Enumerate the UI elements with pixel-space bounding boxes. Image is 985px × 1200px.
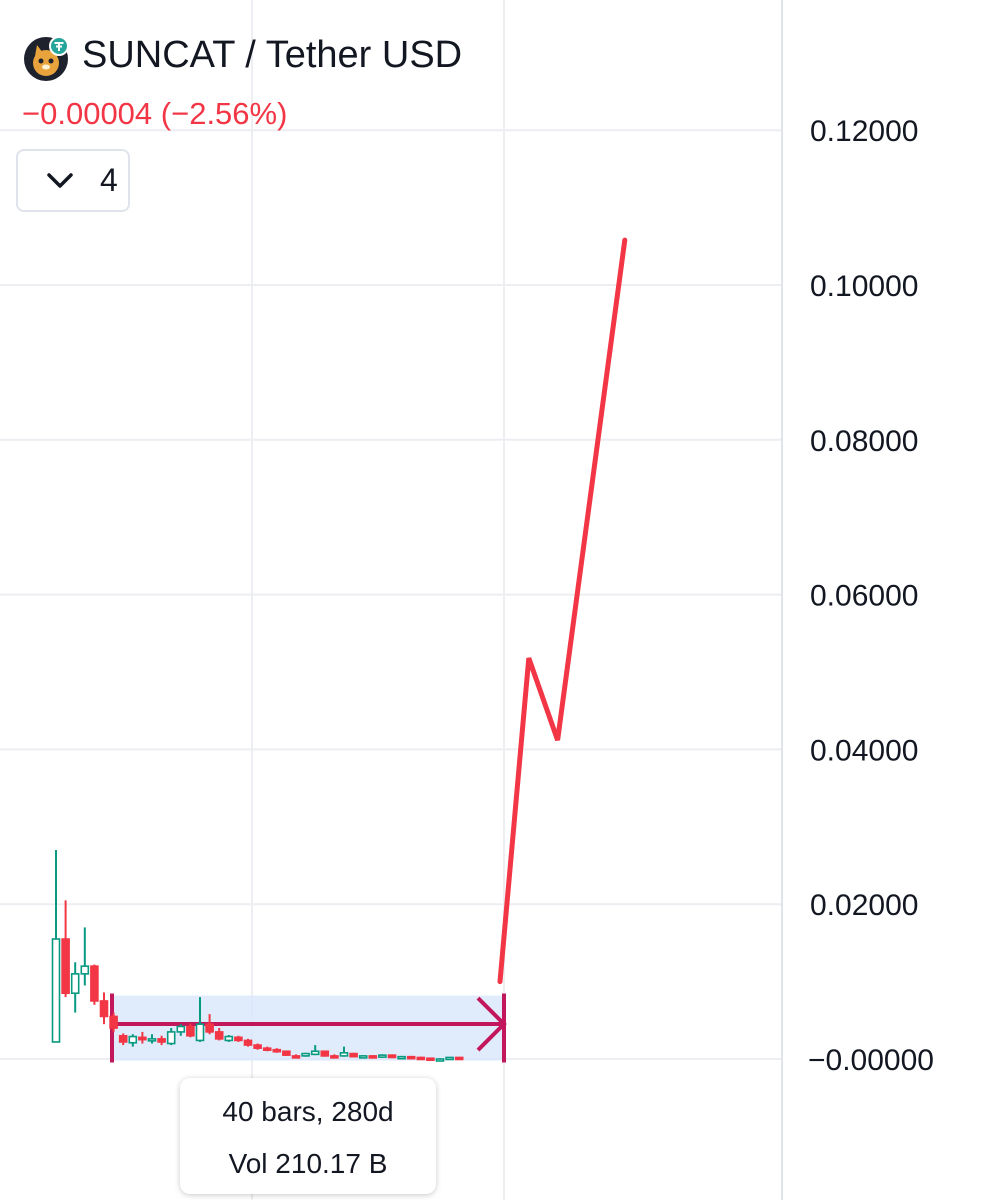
candle bbox=[349, 1052, 358, 1058]
candle bbox=[406, 1055, 416, 1060]
candle bbox=[243, 1038, 253, 1047]
candle bbox=[138, 1031, 147, 1044]
measure-bars-duration: 40 bars, 280d bbox=[222, 1096, 394, 1127]
candle bbox=[195, 997, 205, 1042]
candle bbox=[378, 1054, 387, 1058]
price-axis-tick-label: −0.00000 bbox=[808, 1044, 934, 1077]
candle bbox=[186, 1023, 195, 1038]
candle bbox=[99, 992, 109, 1025]
candle bbox=[339, 1046, 349, 1057]
candle bbox=[70, 962, 80, 1013]
drawn-projection-line[interactable] bbox=[497, 237, 628, 985]
pair-title: SUNCAT / Tether USD bbox=[82, 34, 463, 76]
candle bbox=[282, 1050, 291, 1056]
candle bbox=[291, 1054, 301, 1059]
measure-tooltip: 40 bars, 280d Vol 210.17 B bbox=[180, 1078, 436, 1194]
candle bbox=[157, 1035, 166, 1046]
price-change: −0.00004 (−2.56%) bbox=[22, 96, 288, 131]
price-axis-tick-label: 0.08000 bbox=[810, 425, 918, 458]
candle bbox=[368, 1055, 378, 1059]
indicators-count: 4 bbox=[100, 162, 118, 198]
date-price-range-measure[interactable] bbox=[110, 993, 507, 1063]
price-axis-tick-label: 0.10000 bbox=[810, 270, 918, 303]
candle bbox=[272, 1048, 282, 1053]
candle bbox=[234, 1035, 243, 1042]
candle bbox=[426, 1057, 435, 1062]
measure-volume: Vol 210.17 B bbox=[228, 1148, 388, 1179]
chevron-down-icon bbox=[47, 172, 73, 188]
projection-polyline bbox=[497, 237, 628, 985]
price-axis-tick-label: 0.12000 bbox=[810, 115, 918, 148]
suncat-logo-icon bbox=[24, 36, 69, 81]
candle bbox=[80, 927, 90, 986]
candle bbox=[416, 1056, 426, 1061]
candle bbox=[90, 964, 99, 1005]
candle bbox=[320, 1050, 330, 1057]
candle bbox=[358, 1055, 368, 1059]
candle bbox=[310, 1045, 320, 1056]
candle bbox=[454, 1056, 464, 1061]
candle bbox=[435, 1058, 445, 1062]
price-axis-tick-label: 0.04000 bbox=[810, 734, 918, 767]
candle bbox=[224, 1035, 234, 1042]
measure-arrow-head bbox=[476, 996, 507, 1052]
indicators-toggle-button[interactable]: 4 bbox=[16, 149, 130, 212]
price-axis-tick-label: 0.02000 bbox=[810, 889, 918, 922]
candle bbox=[128, 1034, 138, 1047]
candles bbox=[51, 850, 464, 1062]
candle bbox=[147, 1034, 157, 1044]
candle bbox=[397, 1055, 406, 1060]
candle bbox=[109, 1012, 118, 1032]
candle bbox=[445, 1056, 454, 1061]
candle bbox=[262, 1046, 272, 1052]
candle bbox=[253, 1043, 262, 1050]
price-axis-tick-label: 0.06000 bbox=[810, 580, 918, 613]
price-axis[interactable]: 0.12000 0.10000 0.08000 0.06000 0.04000 0.020… bbox=[808, 115, 934, 1077]
candle bbox=[166, 1028, 176, 1046]
candle bbox=[176, 1024, 186, 1036]
candle bbox=[51, 850, 61, 1043]
candle bbox=[301, 1052, 310, 1057]
candle bbox=[214, 1028, 224, 1041]
candle bbox=[205, 1014, 214, 1035]
candle bbox=[61, 900, 70, 998]
candle bbox=[387, 1054, 397, 1059]
candle bbox=[118, 1033, 128, 1046]
candle bbox=[330, 1054, 339, 1059]
